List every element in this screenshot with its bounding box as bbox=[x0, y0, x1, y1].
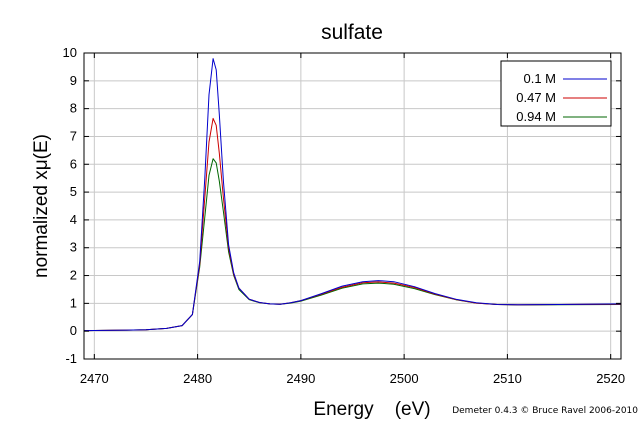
y-tick-label: 6 bbox=[70, 156, 77, 171]
credit-text: Demeter 0.4.3 © Bruce Ravel 2006-2010 bbox=[452, 406, 638, 416]
y-tick-label: 0 bbox=[70, 323, 77, 338]
y-tick-label: 3 bbox=[70, 240, 77, 255]
y-tick-label: 5 bbox=[70, 184, 77, 199]
legend-label: 0.94 M bbox=[516, 109, 556, 124]
x-tick-label: 2490 bbox=[286, 371, 315, 386]
x-tick-label: 2500 bbox=[390, 371, 419, 386]
plot-frame bbox=[83, 52, 622, 360]
y-tick-label: -1 bbox=[65, 351, 77, 366]
y-tick-label: 10 bbox=[63, 45, 77, 60]
y-tick-label: 1 bbox=[70, 295, 77, 310]
y-tick-label: 4 bbox=[70, 212, 77, 227]
legend-label: 0.47 M bbox=[516, 90, 556, 105]
y-axis-label: normalized xμ(E) bbox=[31, 134, 52, 278]
y-tick-label: 7 bbox=[70, 128, 77, 143]
ticks: 2470 2480 2490 2500 2510 2520 -1 0 1 2 3 4 5 6 7 8 9 10 bbox=[63, 45, 626, 386]
legend-box bbox=[500, 60, 612, 127]
series-line-0 bbox=[83, 58, 622, 332]
y-tick-label: 8 bbox=[70, 101, 77, 116]
x-tick-label: 2520 bbox=[596, 371, 625, 386]
legend: 0.1 M 0.47 M 0.94 M bbox=[500, 60, 612, 127]
series-group bbox=[83, 58, 622, 332]
y-tick-label: 2 bbox=[70, 268, 77, 283]
grid bbox=[84, 52, 621, 360]
x-tick-label: 2510 bbox=[493, 371, 522, 386]
legend-label: 0.1 M bbox=[523, 71, 556, 86]
y-tick-label: 9 bbox=[70, 73, 77, 88]
x-axis-label: Energy (eV) bbox=[313, 399, 430, 420]
x-tick-label: 2470 bbox=[80, 371, 109, 386]
x-tick-label: 2480 bbox=[183, 371, 212, 386]
chart-title: sulfate bbox=[321, 21, 383, 44]
